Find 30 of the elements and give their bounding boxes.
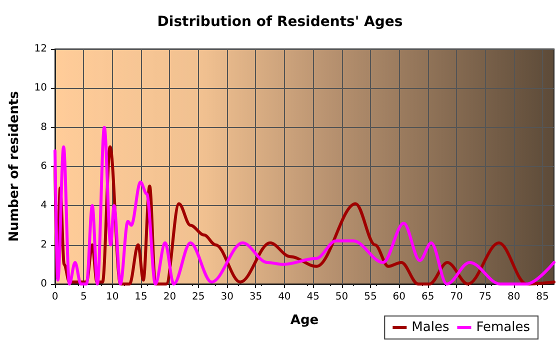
- x-tick-label: 85: [536, 292, 549, 302]
- y-axis-title: Number of residents: [7, 90, 22, 242]
- x-tick-label: 75: [478, 292, 492, 302]
- legend-label: Males: [412, 320, 450, 335]
- x-tick-label: 25: [192, 292, 205, 302]
- x-tick-label: 70: [450, 292, 463, 302]
- x-tick-label: 35: [249, 292, 262, 302]
- y-tick-label: 4: [40, 200, 47, 212]
- y-tick-label: 2: [40, 239, 47, 250]
- x-tick-label: 15: [134, 292, 148, 302]
- chart-title: Distribution of Residents' Ages: [157, 14, 403, 30]
- x-tick-label: 80: [507, 292, 520, 302]
- x-tick-label: 30: [220, 292, 234, 302]
- x-tick-label: 55: [364, 292, 377, 302]
- y-tick-label: 6: [40, 161, 47, 172]
- y-tick-label: 8: [40, 122, 47, 133]
- y-tick-label: 10: [34, 82, 47, 94]
- x-tick-label: 5: [80, 292, 87, 302]
- x-tick-label: 40: [278, 292, 291, 302]
- x-tick-label: 60: [392, 292, 406, 302]
- x-tick-label: 65: [421, 292, 434, 302]
- x-tick-label: 20: [163, 292, 176, 302]
- x-axis-title: Age: [290, 313, 319, 328]
- x-tick-label: 10: [106, 292, 119, 302]
- y-tick-label: 0: [40, 278, 47, 290]
- x-tick-label: 0: [52, 292, 58, 302]
- legend-label: Females: [476, 320, 530, 335]
- y-tick-label: 12: [34, 44, 47, 54]
- x-tick-label: 50: [335, 292, 348, 302]
- x-tick-label: 45: [306, 292, 320, 302]
